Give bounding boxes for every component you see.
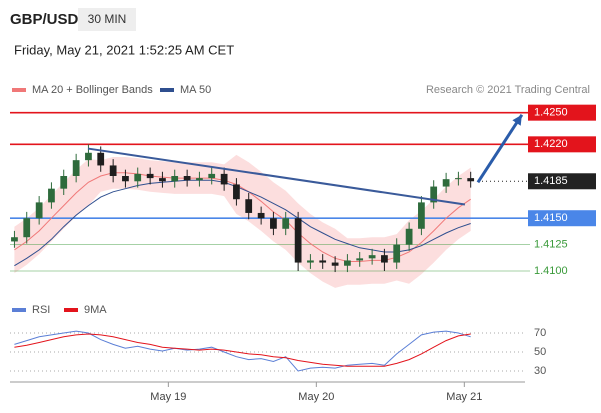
level-box [528,136,596,153]
level-label: 1.4150 [534,212,568,224]
credit: Research © 2021 Trading Central [426,84,590,96]
candle-body [344,260,351,266]
candle-body [467,178,475,182]
datetime: Friday, May 21, 2021 1:52:25 AM CET [14,42,234,57]
candle-body [233,184,240,200]
candle-body [331,262,339,266]
arrow-head [512,114,522,126]
candle-body [208,173,216,179]
candle-body [282,218,290,229]
candle-body [35,202,43,219]
rsi-line [14,333,471,367]
candle-body [257,212,265,219]
bollinger-band [14,154,471,288]
candle-body [11,237,18,242]
candle-body [171,176,179,182]
candle-body [307,260,314,263]
candle-body [356,258,364,261]
candle-body [455,178,462,180]
forecast-arrow [476,113,524,184]
x-tick-label: May 19 [150,391,186,403]
candle-body [48,188,55,203]
candle-body [319,260,327,263]
candle-body [97,152,105,166]
candle-body [109,165,117,176]
candle-body [60,176,68,189]
candle-body [196,178,203,181]
legend-label: RSI [32,304,50,316]
y-tick-label: 50 [534,346,546,358]
legend-label: MA 20 + Bollinger Bands [32,84,153,96]
candle-body [72,160,80,176]
level-label: 1.4125 [534,239,568,251]
candle-body [122,176,129,182]
candle-body [430,186,438,203]
candle-body [381,255,388,263]
level-box [528,210,596,227]
y-tick-label: 70 [534,327,546,339]
y-tick-label: 30 [534,365,546,377]
level-label: 1.4100 [534,265,568,277]
legend-label: 9MA [84,304,107,316]
legend-swatch [64,308,78,312]
candle-body [134,173,142,182]
candle-body [245,199,253,213]
rsi-line [14,330,471,372]
x-tick-label: May 20 [298,391,334,403]
legend-swatch [12,308,26,312]
candle-body [146,173,154,179]
candle-body [393,244,401,263]
candle-body [270,218,277,229]
candle-body [23,218,31,238]
candle-body [418,202,425,229]
level-label: 1.4220 [534,138,568,150]
level-label: 1.4250 [534,107,568,119]
level-label: 1.4185 [534,175,568,187]
candle-body [405,228,413,245]
level-box [528,104,596,121]
candle-body [85,152,92,161]
candle-body [220,173,228,185]
candle-body [294,218,302,263]
symbol: GBP/USD [10,11,79,28]
candle-body [442,179,450,187]
candle-body [183,176,191,181]
x-tick-label: May 21 [446,391,482,403]
trendline [87,147,466,206]
interval: 30 MIN [88,12,127,26]
candle-body [368,255,376,259]
interval-badge [78,8,136,31]
level-box [528,173,596,190]
candle-body [159,178,166,182]
legend-label: MA 50 [180,84,211,96]
legend-swatch [12,88,26,92]
legend-swatch [160,88,174,92]
